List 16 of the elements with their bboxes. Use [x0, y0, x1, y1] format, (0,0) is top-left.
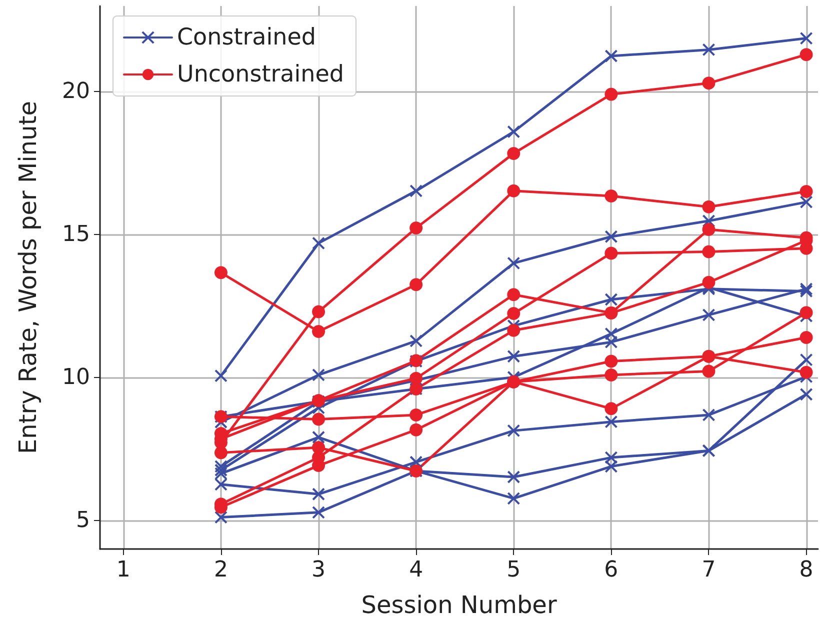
- x-tick-label: 1: [116, 558, 130, 582]
- x-tick-label: 8: [799, 558, 814, 582]
- y-tick-label: 20: [62, 79, 90, 104]
- y-tick-label: 10: [62, 365, 90, 390]
- legend-label: Constrained: [177, 24, 316, 50]
- x-tick-label: 5: [506, 558, 521, 582]
- x-tick-label: 7: [702, 558, 716, 582]
- x-axis-title: Session Number: [361, 591, 557, 619]
- y-tick-label: 15: [62, 222, 90, 248]
- y-axis-title: Entry Rate, Words per Minute: [14, 100, 42, 454]
- y-tick-label: 5: [76, 508, 90, 533]
- x-tick-label: 4: [409, 558, 424, 582]
- x-tick-label: 3: [312, 558, 326, 582]
- legend-label: Unconstrained: [177, 62, 344, 88]
- x-tick-label: 2: [214, 558, 228, 582]
- x-tick-label: 6: [604, 558, 618, 582]
